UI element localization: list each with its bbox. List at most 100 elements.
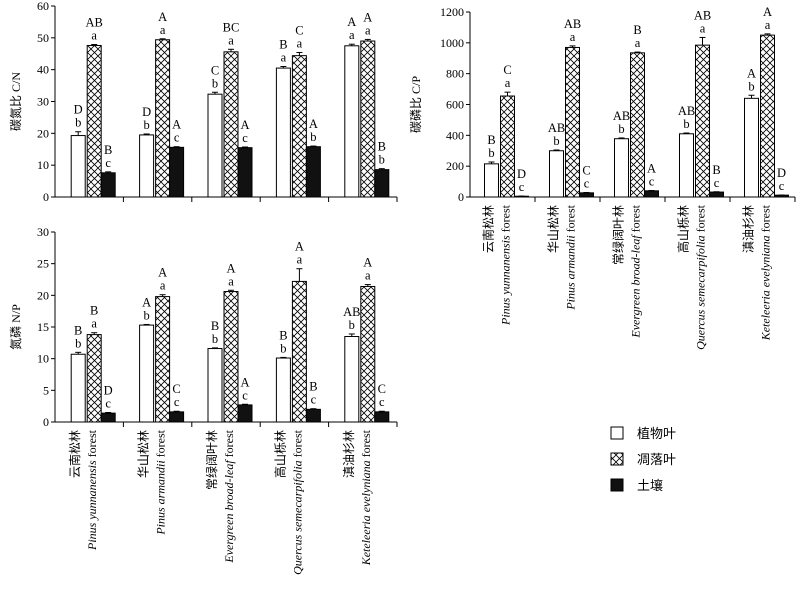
significance-letter-upper: B bbox=[90, 304, 98, 318]
legend-label-leaf: 植物叶 bbox=[637, 426, 676, 441]
significance-letter-lower: a bbox=[228, 274, 234, 288]
significance-letter-upper: A bbox=[158, 266, 167, 280]
category-label-cn: 滇油杉林 bbox=[742, 205, 756, 253]
significance-letter-lower: c bbox=[174, 131, 180, 145]
category-latin-name: Pinus armandii bbox=[564, 232, 578, 310]
category-latin-name: Pinus armandii bbox=[154, 457, 168, 535]
significance-letter-lower: a bbox=[91, 29, 97, 43]
bar-leaf bbox=[139, 134, 155, 198]
category-latin-name: Keteleeria evelyniana bbox=[359, 457, 373, 566]
significance-letter-lower: c bbox=[242, 388, 248, 402]
bar-litter bbox=[223, 291, 239, 423]
legend-label-litter: 凋落叶 bbox=[637, 452, 676, 467]
bar-leaf bbox=[139, 324, 155, 423]
significance-letter-lower: b bbox=[143, 118, 149, 132]
significance-letter-lower: b bbox=[212, 332, 218, 346]
bar-soil bbox=[305, 146, 321, 198]
significance-letter-upper: AB bbox=[343, 305, 360, 319]
category-label-en: Pinus armandii forest bbox=[564, 204, 578, 310]
bar-leaf bbox=[484, 163, 499, 198]
y-tick-label: 30 bbox=[37, 225, 49, 239]
y-tick-label: 25 bbox=[37, 257, 49, 271]
significance-letter-lower: a bbox=[570, 30, 576, 44]
category-latin-name: Pinus yunnanensis bbox=[85, 457, 99, 551]
significance-letter-lower: b bbox=[553, 134, 559, 148]
significance-letter-upper: B bbox=[309, 380, 317, 394]
legend-swatch-leaf bbox=[610, 426, 624, 440]
bar-litter bbox=[291, 280, 307, 423]
significance-letter-upper: A bbox=[763, 5, 772, 19]
category-latin-name: Quercus semecarpifolia bbox=[290, 457, 304, 575]
bar-leaf bbox=[275, 67, 291, 198]
significance-letter-lower: b bbox=[488, 146, 494, 160]
significance-letter-lower: a bbox=[297, 253, 303, 267]
significance-letter-upper: A bbox=[158, 10, 167, 24]
category-latin-name: Pinus yunnanensis bbox=[499, 232, 513, 326]
category-forest-suffix: forest bbox=[290, 429, 304, 457]
significance-letter-lower: a bbox=[635, 36, 641, 50]
significance-letter-lower: b bbox=[75, 336, 81, 350]
category-label-cn: 高山栎林 bbox=[272, 430, 287, 478]
significance-letter-upper: AB bbox=[613, 109, 630, 123]
significance-letter-upper: C bbox=[378, 382, 386, 396]
significance-letter-lower: b bbox=[349, 318, 355, 332]
legend-label-soil: 土壤 bbox=[637, 478, 663, 493]
bar-leaf bbox=[344, 45, 360, 198]
significance-letter-lower: c bbox=[714, 176, 720, 190]
category-label-cn: 云南松林 bbox=[67, 430, 82, 478]
bar-soil bbox=[374, 411, 390, 423]
y-axis-label: 氮磷 N/P bbox=[8, 304, 23, 350]
significance-letter-lower: a bbox=[160, 23, 166, 37]
significance-letter-upper: A bbox=[747, 66, 756, 80]
bar-soil bbox=[100, 412, 116, 423]
y-tick-label: 0 bbox=[43, 415, 49, 429]
significance-letter-upper: B bbox=[712, 163, 720, 177]
significance-letter-upper: B bbox=[211, 319, 219, 333]
significance-letter-lower: c bbox=[311, 393, 317, 407]
bar-litter bbox=[291, 55, 307, 198]
significance-letter-lower: b bbox=[143, 308, 149, 322]
significance-letter-upper: B bbox=[487, 133, 495, 147]
significance-letter-upper: C bbox=[295, 23, 303, 37]
category-label-en: Evergreen broad-leaf forest bbox=[629, 204, 643, 338]
bar-litter bbox=[695, 44, 710, 198]
y-tick-label: 5 bbox=[43, 383, 49, 397]
bar-leaf bbox=[207, 93, 223, 198]
significance-letter-upper: A bbox=[172, 118, 181, 132]
significance-letter-upper: A bbox=[363, 10, 372, 24]
category-forest-suffix: forest bbox=[222, 429, 236, 457]
significance-letter-upper: B bbox=[279, 37, 287, 51]
category-latin-name: Keteleeria evelyniana bbox=[759, 232, 773, 341]
significance-letter-upper: C bbox=[582, 164, 590, 178]
bar-litter bbox=[223, 51, 239, 198]
significance-letter-lower: a bbox=[228, 33, 234, 47]
significance-letter-lower: c bbox=[584, 177, 590, 191]
category-label-cn: 华山松林 bbox=[137, 430, 151, 478]
bar-leaf bbox=[679, 133, 694, 198]
bar-soil bbox=[169, 146, 185, 198]
y-tick-label: 60 bbox=[37, 0, 49, 13]
significance-letter-lower: c bbox=[105, 156, 111, 170]
significance-letter-lower: a bbox=[365, 23, 371, 37]
y-tick-label: 800 bbox=[446, 67, 464, 81]
y-axis-label: 碳磷比 C/P bbox=[408, 76, 423, 133]
significance-letter-upper: AB bbox=[678, 104, 695, 118]
bar-litter bbox=[360, 285, 376, 423]
significance-letter-lower: c bbox=[649, 175, 655, 189]
significance-letter-upper: D bbox=[517, 167, 526, 181]
category-latin-name: Evergreen broad-leaf bbox=[629, 232, 643, 338]
significance-letter-upper: D bbox=[142, 105, 151, 119]
category-label-en: Pinus yunnanensis forest bbox=[85, 429, 99, 551]
significance-letter-lower: b bbox=[748, 79, 754, 93]
legend-swatch-soil bbox=[610, 478, 624, 492]
y-tick-label: 50 bbox=[37, 31, 49, 45]
significance-letter-upper: B bbox=[633, 23, 641, 37]
bar-soil bbox=[579, 192, 594, 198]
bar-litter bbox=[565, 46, 580, 198]
legend-swatch-litter bbox=[610, 452, 624, 466]
significance-letter-upper: A bbox=[309, 117, 318, 131]
significance-letter-lower: a bbox=[365, 269, 371, 283]
significance-letter-lower: b bbox=[683, 117, 689, 131]
significance-letter-upper: D bbox=[777, 166, 786, 180]
